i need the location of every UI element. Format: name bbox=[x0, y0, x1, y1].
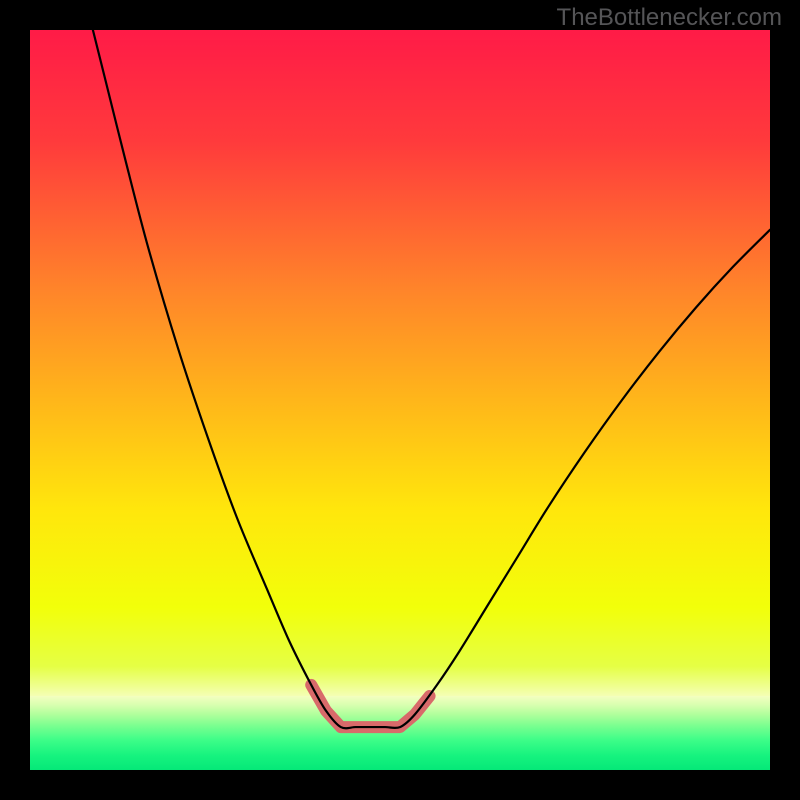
curve-layer bbox=[30, 30, 770, 770]
chart-container: TheBottlenecker.com bbox=[0, 0, 800, 800]
plot-area bbox=[30, 30, 770, 770]
watermark-text: TheBottlenecker.com bbox=[557, 4, 782, 32]
highlight-curve bbox=[311, 685, 429, 727]
main-v-curve bbox=[93, 30, 770, 728]
